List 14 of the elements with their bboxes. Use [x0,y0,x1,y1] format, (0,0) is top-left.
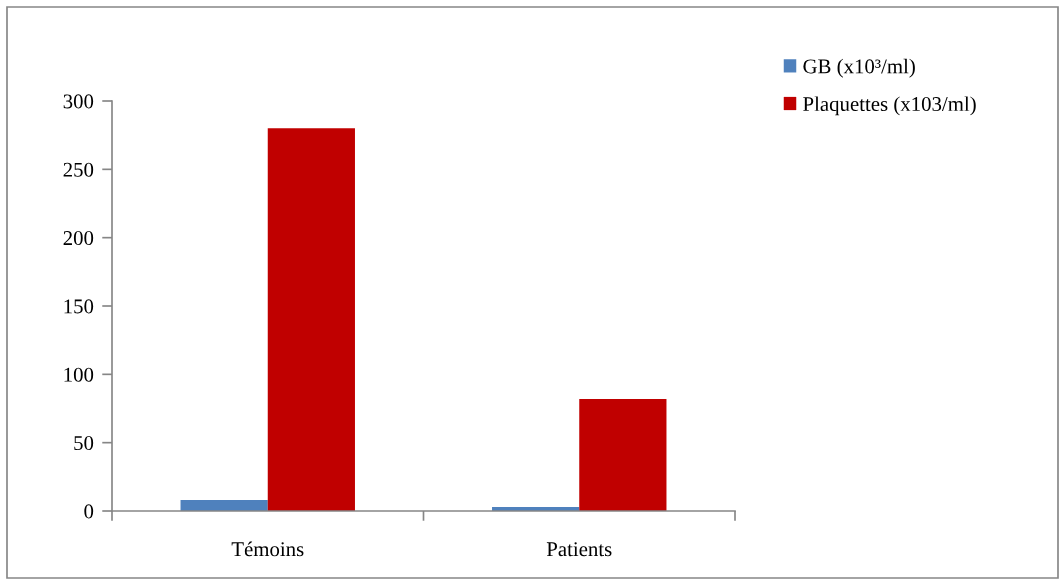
y-tick-label: 250 [63,162,94,177]
x-tick-label: Témoins [231,541,304,557]
y-tick-label: 150 [64,299,94,314]
y-tick-label: 200 [63,231,94,246]
x-tick-label: Patients [546,542,612,557]
y-tick-label: 300 [63,94,94,109]
legend-label: GB (x10³/ml) [803,58,915,78]
bar [267,128,355,511]
y-tick-label: 0 [84,504,94,519]
bar [579,398,667,511]
y-tick-label: 100 [64,367,94,382]
y-tick-label: 50 [74,436,94,451]
legend-label: Plaquettes (x103/ml) [803,96,976,116]
bar [180,500,268,511]
